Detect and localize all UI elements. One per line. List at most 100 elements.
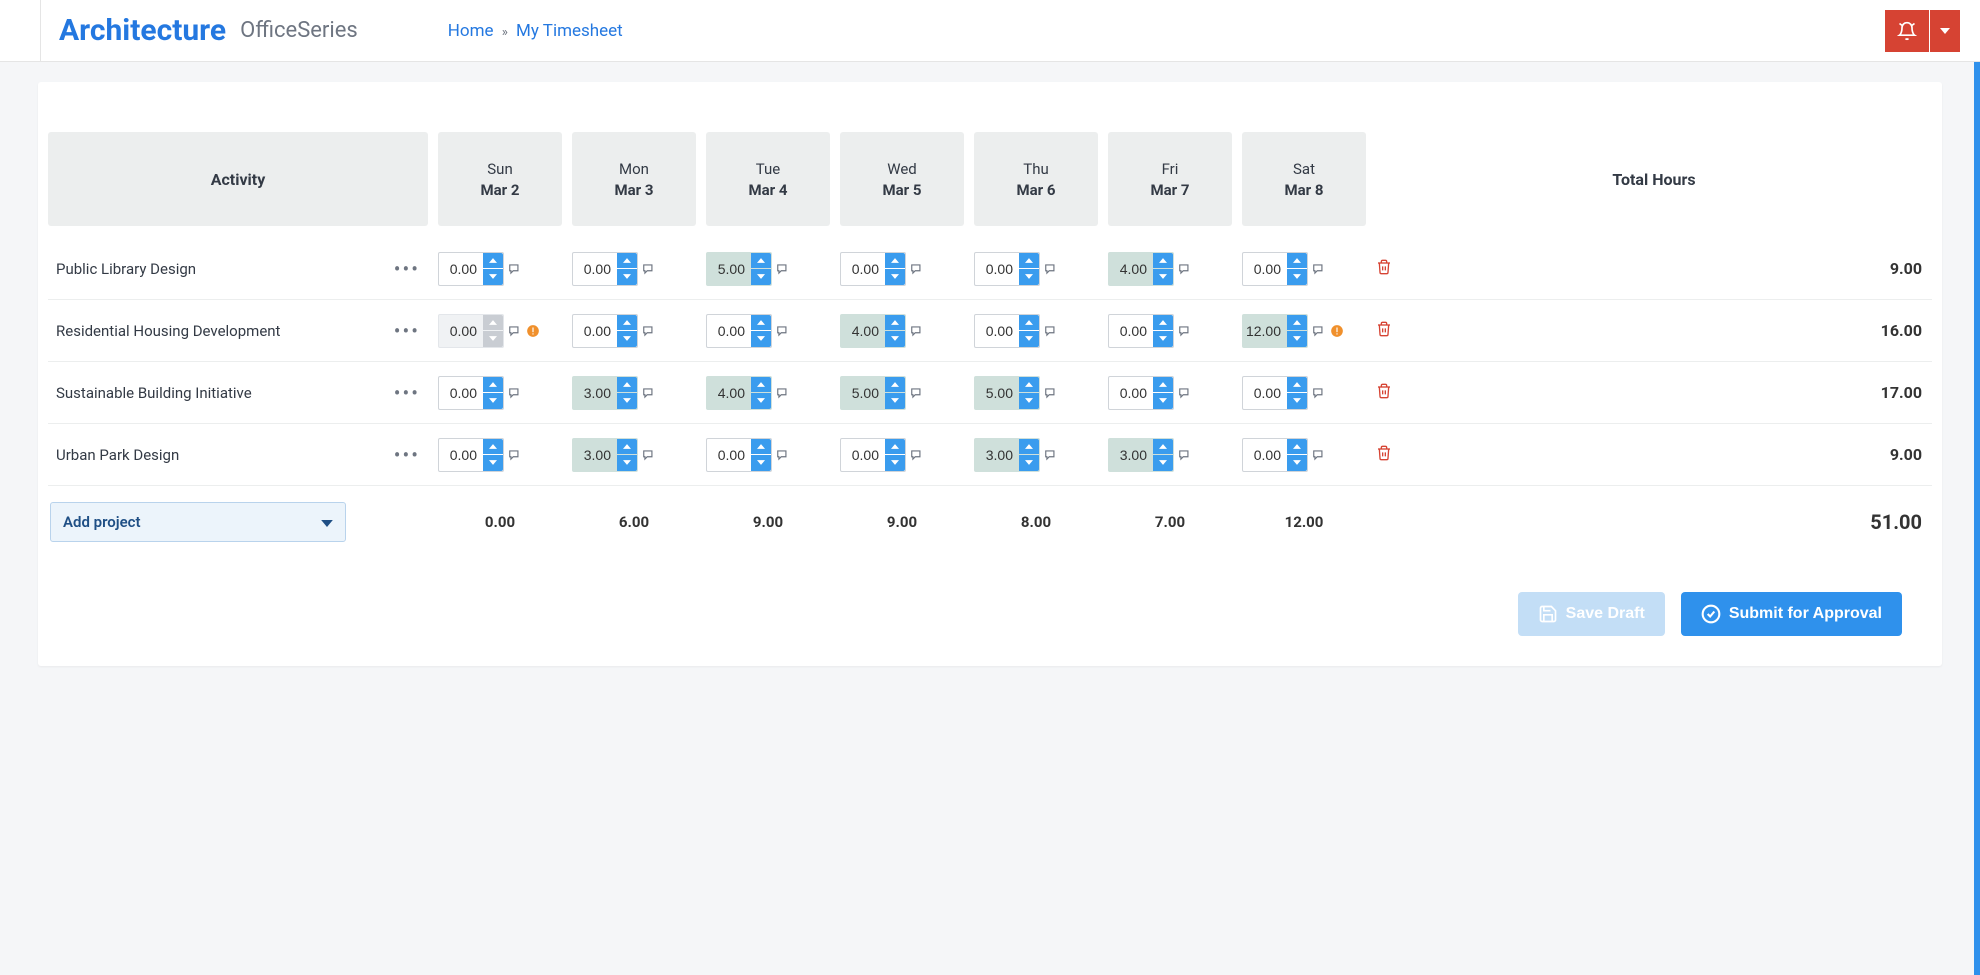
step-down-button[interactable] <box>617 269 637 285</box>
delete-row-button[interactable] <box>1376 259 1398 279</box>
step-down-button[interactable] <box>617 455 637 471</box>
hours-input[interactable] <box>1243 377 1287 409</box>
step-down-button[interactable] <box>1019 331 1039 347</box>
step-down-button[interactable] <box>1153 393 1173 409</box>
hours-input[interactable] <box>439 377 483 409</box>
hours-input[interactable] <box>841 253 885 285</box>
note-icon[interactable] <box>508 448 522 462</box>
hours-input[interactable] <box>573 377 617 409</box>
step-up-button[interactable] <box>885 315 905 331</box>
step-down-button[interactable] <box>885 455 905 471</box>
note-icon[interactable] <box>1178 448 1192 462</box>
note-icon[interactable] <box>1312 386 1326 400</box>
step-down-button[interactable] <box>483 393 503 409</box>
step-down-button[interactable] <box>885 269 905 285</box>
step-up-button[interactable] <box>885 253 905 269</box>
step-up-button[interactable] <box>1287 315 1307 331</box>
step-down-button[interactable] <box>1153 331 1173 347</box>
step-up-button[interactable] <box>1153 253 1173 269</box>
row-menu-button[interactable]: ••• <box>386 381 428 405</box>
step-up-button[interactable] <box>1287 253 1307 269</box>
menu-button[interactable] <box>0 0 41 62</box>
step-down-button[interactable] <box>1019 455 1039 471</box>
step-up-button[interactable] <box>1019 253 1039 269</box>
save-draft-button[interactable]: Save Draft <box>1518 592 1665 636</box>
row-menu-button[interactable]: ••• <box>386 319 428 343</box>
delete-row-button[interactable] <box>1376 383 1398 403</box>
hours-input[interactable] <box>841 377 885 409</box>
note-icon[interactable] <box>508 324 522 338</box>
hours-input[interactable] <box>573 439 617 471</box>
note-icon[interactable] <box>1312 324 1326 338</box>
step-down-button[interactable] <box>1019 393 1039 409</box>
step-down-button[interactable] <box>483 269 503 285</box>
note-icon[interactable] <box>1044 324 1058 338</box>
hours-input[interactable] <box>707 315 751 347</box>
hours-input[interactable] <box>1109 377 1153 409</box>
step-up-button[interactable] <box>617 253 637 269</box>
step-up-button[interactable] <box>1153 377 1173 393</box>
step-up-button[interactable] <box>1019 439 1039 455</box>
note-icon[interactable] <box>910 386 924 400</box>
hours-input[interactable] <box>841 315 885 347</box>
hours-input[interactable] <box>439 439 483 471</box>
alerts-dropdown[interactable] <box>1930 10 1960 52</box>
step-up-button[interactable] <box>751 439 771 455</box>
note-icon[interactable] <box>508 262 522 276</box>
hours-input[interactable] <box>975 253 1019 285</box>
note-icon[interactable] <box>642 262 656 276</box>
row-menu-button[interactable]: ••• <box>386 443 428 467</box>
alerts-button[interactable] <box>1885 10 1929 52</box>
step-down-button[interactable] <box>751 393 771 409</box>
note-icon[interactable] <box>508 386 522 400</box>
hours-input[interactable] <box>841 439 885 471</box>
step-up-button[interactable] <box>1153 439 1173 455</box>
hours-input[interactable] <box>1109 315 1153 347</box>
step-up-button[interactable] <box>885 377 905 393</box>
note-icon[interactable] <box>1044 262 1058 276</box>
hours-input[interactable] <box>573 253 617 285</box>
step-down-button[interactable] <box>1019 269 1039 285</box>
step-up-button[interactable] <box>751 315 771 331</box>
step-down-button[interactable] <box>885 393 905 409</box>
step-down-button[interactable] <box>751 269 771 285</box>
hours-input[interactable] <box>1243 439 1287 471</box>
delete-row-button[interactable] <box>1376 321 1398 341</box>
hours-input[interactable] <box>707 253 751 285</box>
step-down-button[interactable] <box>751 455 771 471</box>
step-up-button[interactable] <box>483 439 503 455</box>
step-down-button[interactable] <box>617 331 637 347</box>
delete-row-button[interactable] <box>1376 445 1398 465</box>
step-down-button[interactable] <box>1287 455 1307 471</box>
step-down-button[interactable] <box>1287 331 1307 347</box>
step-down-button[interactable] <box>1153 455 1173 471</box>
hours-input[interactable] <box>573 315 617 347</box>
hours-input[interactable] <box>439 315 483 347</box>
step-up-button[interactable] <box>1153 315 1173 331</box>
note-icon[interactable] <box>1178 262 1192 276</box>
step-up-button[interactable] <box>751 377 771 393</box>
note-icon[interactable] <box>1044 448 1058 462</box>
step-down-button[interactable] <box>885 331 905 347</box>
step-up-button[interactable] <box>1287 439 1307 455</box>
hours-input[interactable] <box>1243 253 1287 285</box>
step-down-button[interactable] <box>1287 269 1307 285</box>
step-up-button[interactable] <box>483 377 503 393</box>
note-icon[interactable] <box>1178 324 1192 338</box>
note-icon[interactable] <box>776 262 790 276</box>
add-project-dropdown[interactable]: Add project <box>50 502 346 542</box>
hours-input[interactable] <box>975 439 1019 471</box>
hours-input[interactable] <box>1109 253 1153 285</box>
note-icon[interactable] <box>1312 262 1326 276</box>
step-down-button[interactable] <box>617 393 637 409</box>
step-up-button[interactable] <box>751 253 771 269</box>
note-icon[interactable] <box>910 262 924 276</box>
step-up-button[interactable] <box>617 315 637 331</box>
step-up-button[interactable] <box>1019 315 1039 331</box>
step-down-button[interactable] <box>1287 393 1307 409</box>
note-icon[interactable] <box>1178 386 1192 400</box>
hours-input[interactable] <box>1243 315 1287 347</box>
step-down-button[interactable] <box>483 331 503 347</box>
note-icon[interactable] <box>1044 386 1058 400</box>
step-down-button[interactable] <box>751 331 771 347</box>
